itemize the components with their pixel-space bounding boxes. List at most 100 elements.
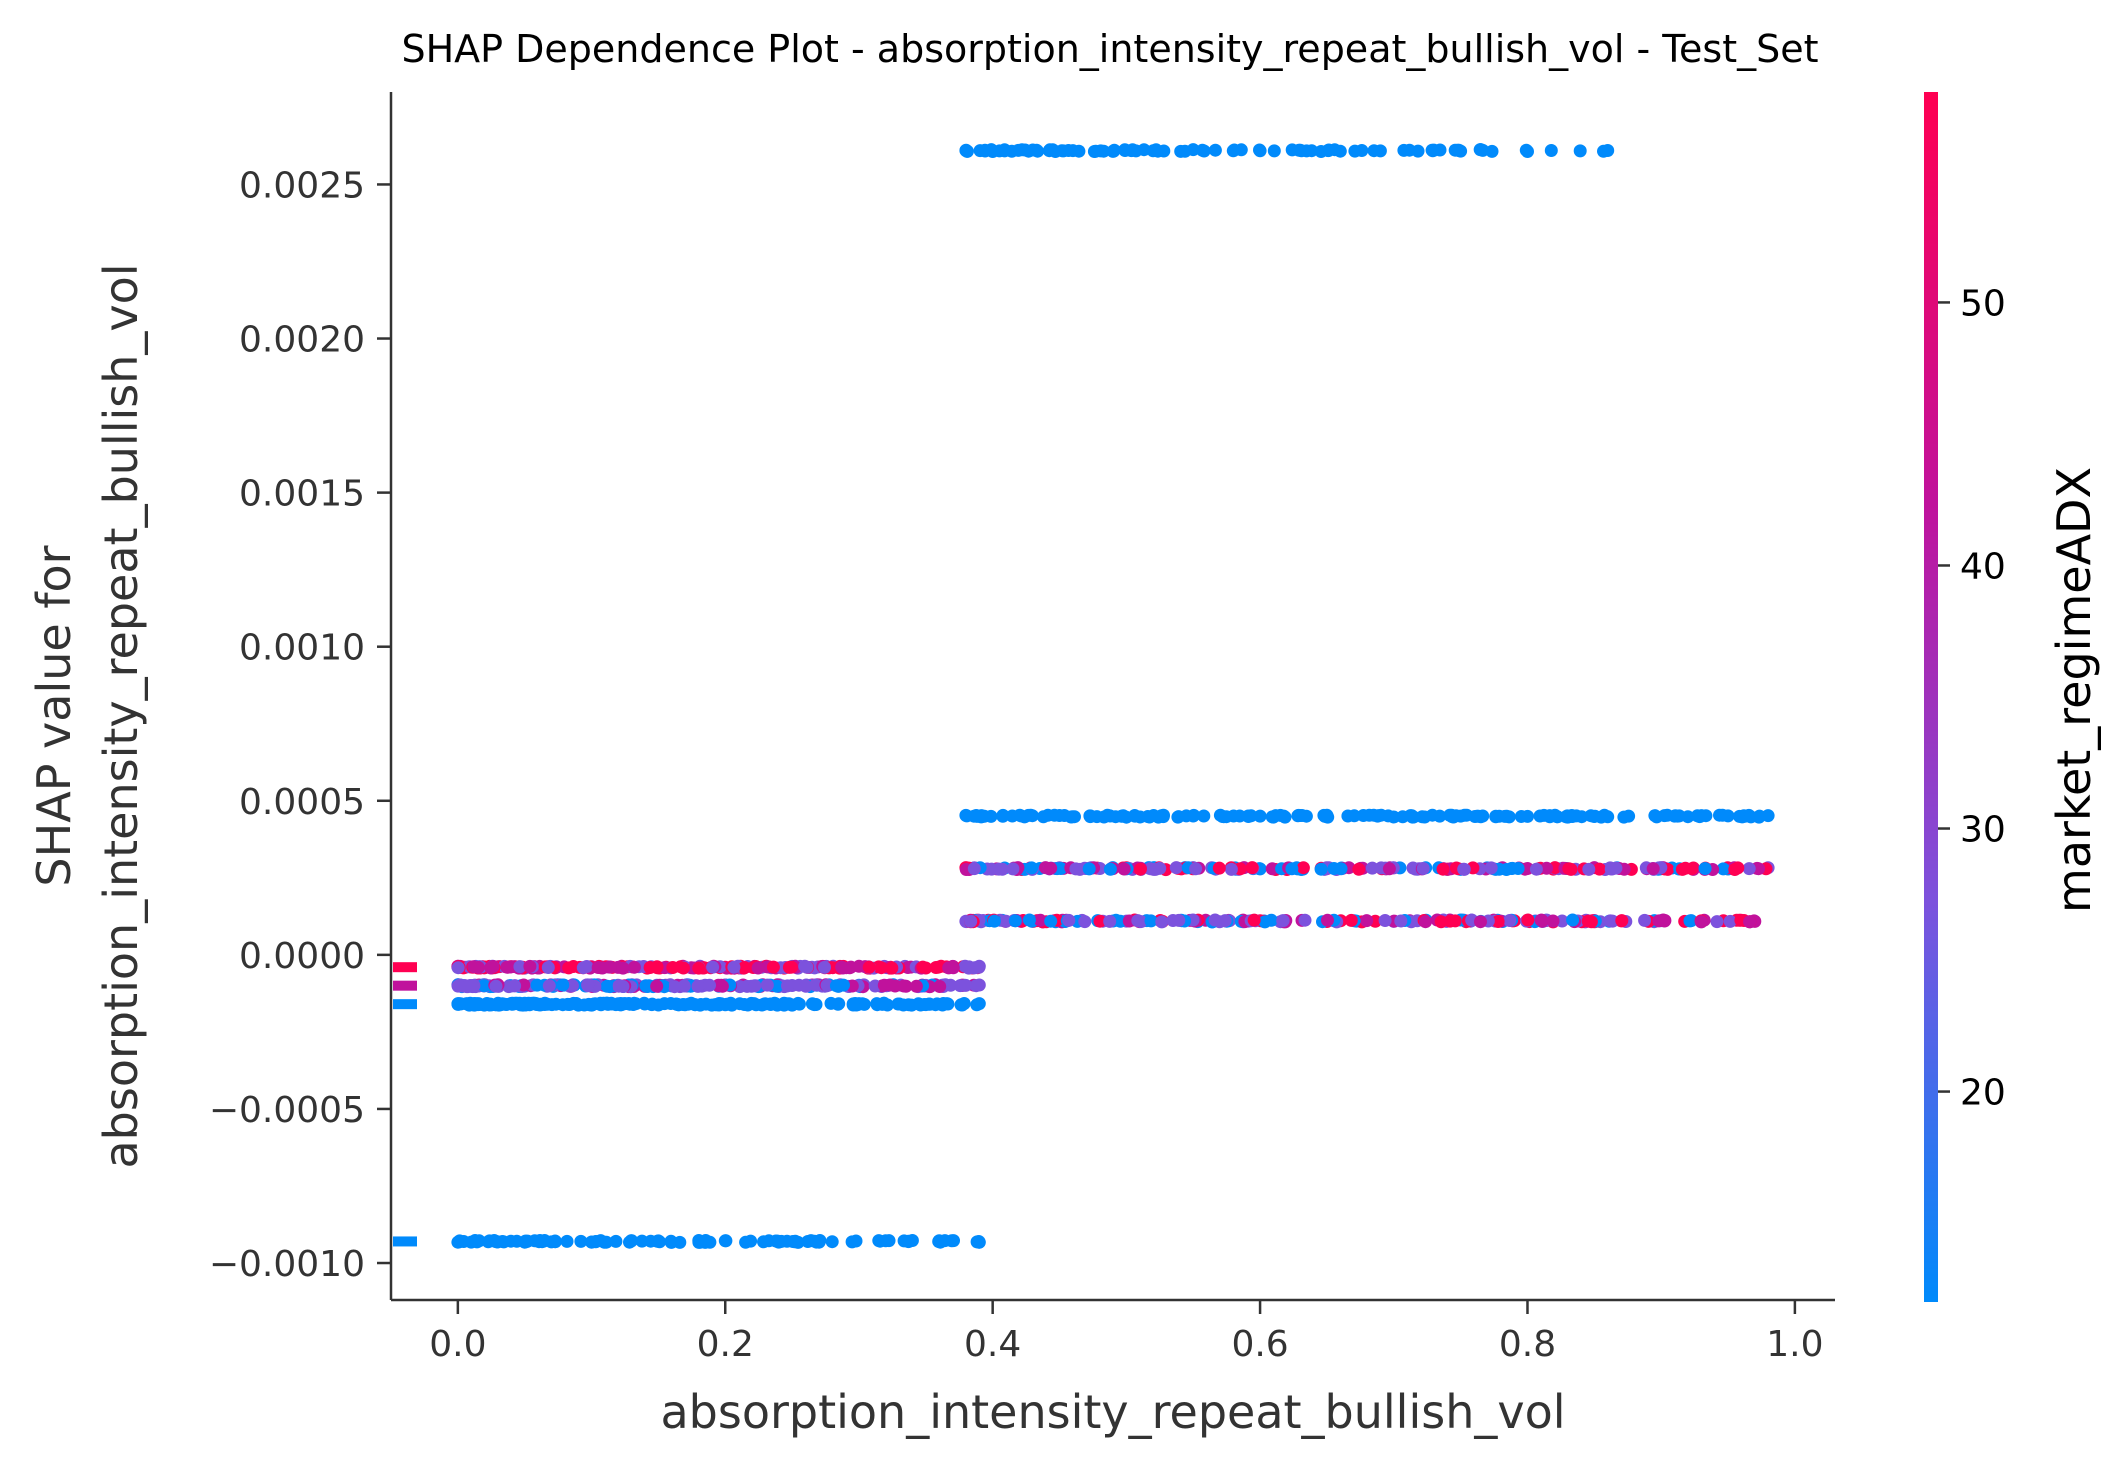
data-point (603, 960, 617, 974)
data-point (468, 1234, 482, 1247)
data-point (1588, 809, 1602, 823)
data-point (1514, 810, 1528, 823)
nan-marker (393, 1236, 417, 1247)
data-point (589, 1235, 603, 1249)
data-point (849, 1234, 863, 1248)
data-point (932, 1235, 946, 1248)
y-tick-label: 0.0005 (239, 782, 365, 823)
nan-value-markers (393, 962, 417, 1247)
data-point (1546, 914, 1560, 928)
data-point (720, 997, 734, 1011)
data-point (1072, 144, 1086, 158)
data-point (992, 862, 1006, 876)
data-point (650, 960, 664, 974)
data-point (1090, 810, 1104, 824)
data-point (1425, 143, 1439, 157)
data-point (1155, 915, 1169, 929)
data-point (1131, 914, 1145, 928)
y-axis-label: SHAP value for absorption_intensity_repe… (27, 263, 148, 1168)
data-point (1731, 861, 1745, 875)
data-point (902, 1234, 916, 1248)
data-point (962, 961, 976, 975)
data-point (1476, 143, 1490, 157)
colorbar (1924, 92, 1938, 1302)
data-point (877, 996, 891, 1010)
data-point (973, 144, 987, 158)
data-point (781, 979, 794, 993)
data-point (1416, 862, 1430, 875)
data-point (1535, 913, 1549, 927)
data-point (1062, 913, 1076, 927)
data-point (955, 998, 969, 1012)
data-point (964, 914, 978, 928)
data-point (637, 996, 651, 1010)
data-point (678, 998, 692, 1012)
data-point (676, 961, 690, 975)
data-point (1292, 143, 1306, 157)
data-point (909, 979, 923, 993)
data-point (1606, 914, 1619, 928)
scatter-points (451, 143, 1775, 1249)
data-point (768, 996, 782, 1010)
data-point (548, 1235, 562, 1249)
data-point (1041, 808, 1055, 822)
data-point (1218, 914, 1232, 928)
colorbar-label: market_regimeADX (2047, 467, 2101, 913)
data-point (452, 997, 466, 1011)
data-point (1716, 862, 1730, 876)
data-point (766, 960, 780, 974)
data-point (1109, 810, 1123, 824)
colorbar-ticks: 20 30 40 50 (1938, 283, 2006, 1114)
data-point (1344, 913, 1358, 927)
data-point (1245, 861, 1259, 875)
data-point (969, 979, 983, 993)
data-point (792, 997, 806, 1011)
data-point (1137, 143, 1151, 157)
data-point (1103, 914, 1117, 928)
data-point (466, 980, 480, 994)
data-point (818, 960, 831, 974)
data-point (1723, 914, 1737, 928)
y-tick-label: 0.0010 (239, 628, 365, 669)
data-point (658, 997, 671, 1011)
data-point (508, 996, 522, 1010)
data-point (1033, 913, 1047, 927)
data-point (760, 978, 774, 992)
data-point (970, 998, 984, 1012)
data-point (970, 809, 984, 823)
data-point (477, 979, 491, 993)
data-point (996, 809, 1010, 823)
data-point (1419, 915, 1432, 929)
data-point (1179, 809, 1193, 823)
data-point (1650, 810, 1664, 824)
data-point (1434, 915, 1448, 929)
data-point (751, 961, 765, 975)
data-point (574, 1234, 588, 1248)
y-tick-label: 0.0025 (239, 165, 365, 206)
data-point (560, 1234, 574, 1248)
data-point (556, 978, 570, 992)
data-point (739, 1235, 753, 1249)
data-point (1694, 915, 1708, 929)
data-point (524, 996, 538, 1010)
data-point (1006, 862, 1020, 876)
data-point (508, 979, 522, 993)
data-point (1569, 809, 1583, 823)
data-point (1048, 145, 1062, 158)
data-point (785, 960, 798, 974)
data-point (1597, 144, 1610, 158)
y-tick-label: −0.0010 (209, 1244, 365, 1285)
data-point (1555, 914, 1569, 928)
data-point (694, 998, 708, 1011)
data-point (972, 960, 986, 974)
data-point (591, 961, 605, 974)
data-point (1356, 809, 1370, 822)
data-point (1615, 914, 1629, 928)
data-point (703, 978, 716, 992)
data-point (1742, 862, 1756, 876)
data-point (933, 980, 947, 993)
data-point (1492, 809, 1506, 823)
data-point (1208, 143, 1222, 157)
data-point (1560, 809, 1574, 823)
data-point (510, 1234, 524, 1248)
